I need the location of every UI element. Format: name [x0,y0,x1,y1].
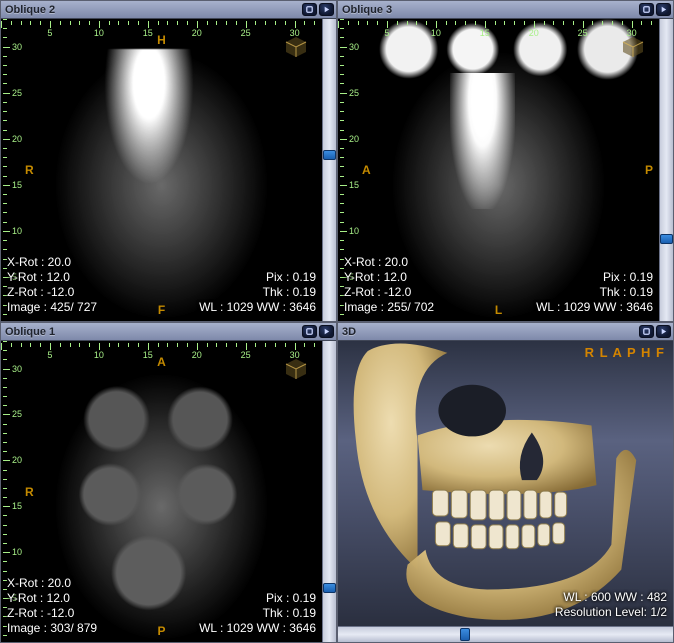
slice-slider-thumb[interactable] [323,583,336,593]
title-text: Oblique 3 [342,4,392,16]
skull-svg [338,341,673,627]
minimize-button[interactable] [639,325,654,338]
maximize-button[interactable] [656,3,671,16]
overlay-right-text: Pix : 0.19 Thk : 0.19 WL : 1029 WW : 364… [536,270,653,315]
orientation-cube-icon[interactable] [621,35,645,59]
overlay-right-text: WL : 600 WW : 482 Resolution Level: 1/2 [555,590,667,620]
titlebar-oblique-2: Oblique 2 [1,1,336,19]
minimize-button[interactable] [639,3,654,16]
slice-slider[interactable] [322,341,336,642]
titlebar-buttons [302,325,334,338]
overlay-left-text: X-Rot : 20.0 Y-Rot : 12.0 Z-Rot : -12.0 … [7,576,97,636]
titlebar-buttons [302,3,334,16]
titlebar-oblique-1: Oblique 1 [1,323,336,341]
orientation-top: H [157,33,166,47]
slice-slider[interactable] [322,19,336,321]
threshold-slider[interactable] [338,626,673,642]
overlay-right-text: Pix : 0.19 Thk : 0.19 WL : 1029 WW : 364… [199,270,316,315]
orientation-top: A [157,355,166,369]
viewport-oblique-3[interactable]: 51015202530 51015202530mm A P L X-Rot : … [338,19,659,321]
titlebar-oblique-3: Oblique 3 [338,1,673,19]
slice-slider[interactable] [659,19,673,321]
title-text: Oblique 2 [5,4,55,16]
orientation-left: R [25,485,34,499]
orientation-left: R [25,163,34,177]
overlay-left-text: X-Rot : 20.0 Y-Rot : 12.0 Z-Rot : -12.0 … [344,255,434,315]
panel-oblique-3: Oblique 3 51015202530 51015202530mm A P … [337,0,674,322]
slice-slider-thumb[interactable] [660,234,673,244]
orientation-cube-icon[interactable] [284,35,308,59]
titlebar-buttons [639,325,671,338]
maximize-button[interactable] [319,3,334,16]
overlay-left-text: X-Rot : 20.0 Y-Rot : 12.0 Z-Rot : -12.0 … [7,255,97,315]
title-text: Oblique 1 [5,326,55,338]
overlay-right-text: Pix : 0.19 Thk : 0.19 WL : 1029 WW : 364… [199,591,316,636]
panel-oblique-2: Oblique 2 51015202530 51015202530mm H R … [0,0,337,322]
maximize-button[interactable] [656,325,671,338]
orientation-cube-icon[interactable] [284,357,308,381]
panel-3d: 3D [337,322,674,643]
viewport-3d[interactable]: R L A P H F WL : 600 WW : 482 Resolution… [338,341,673,626]
orientation-axes-label[interactable]: R L A P H F [585,345,665,360]
minimize-button[interactable] [302,3,317,16]
panel-oblique-1: Oblique 1 51015202530 51015202530mm A R … [0,322,337,643]
orientation-bottom: P [157,624,165,638]
title-text: 3D [342,326,356,338]
orientation-bottom: L [495,303,502,317]
viewport-oblique-1[interactable]: 51015202530 51015202530mm A R P X-Rot : … [1,341,322,642]
titlebar-buttons [639,3,671,16]
threshold-slider-thumb[interactable] [460,628,470,641]
orientation-right: P [645,163,653,177]
orientation-bottom: F [158,303,165,317]
orientation-left: A [362,163,371,177]
minimize-button[interactable] [302,325,317,338]
maximize-button[interactable] [319,325,334,338]
viewport-oblique-2[interactable]: 51015202530 51015202530mm H R F X-Rot : … [1,19,322,321]
slice-slider-thumb[interactable] [323,150,336,160]
viewer-grid: Oblique 2 51015202530 51015202530mm H R … [0,0,674,643]
titlebar-3d: 3D [338,323,673,341]
volume-render [338,341,673,626]
